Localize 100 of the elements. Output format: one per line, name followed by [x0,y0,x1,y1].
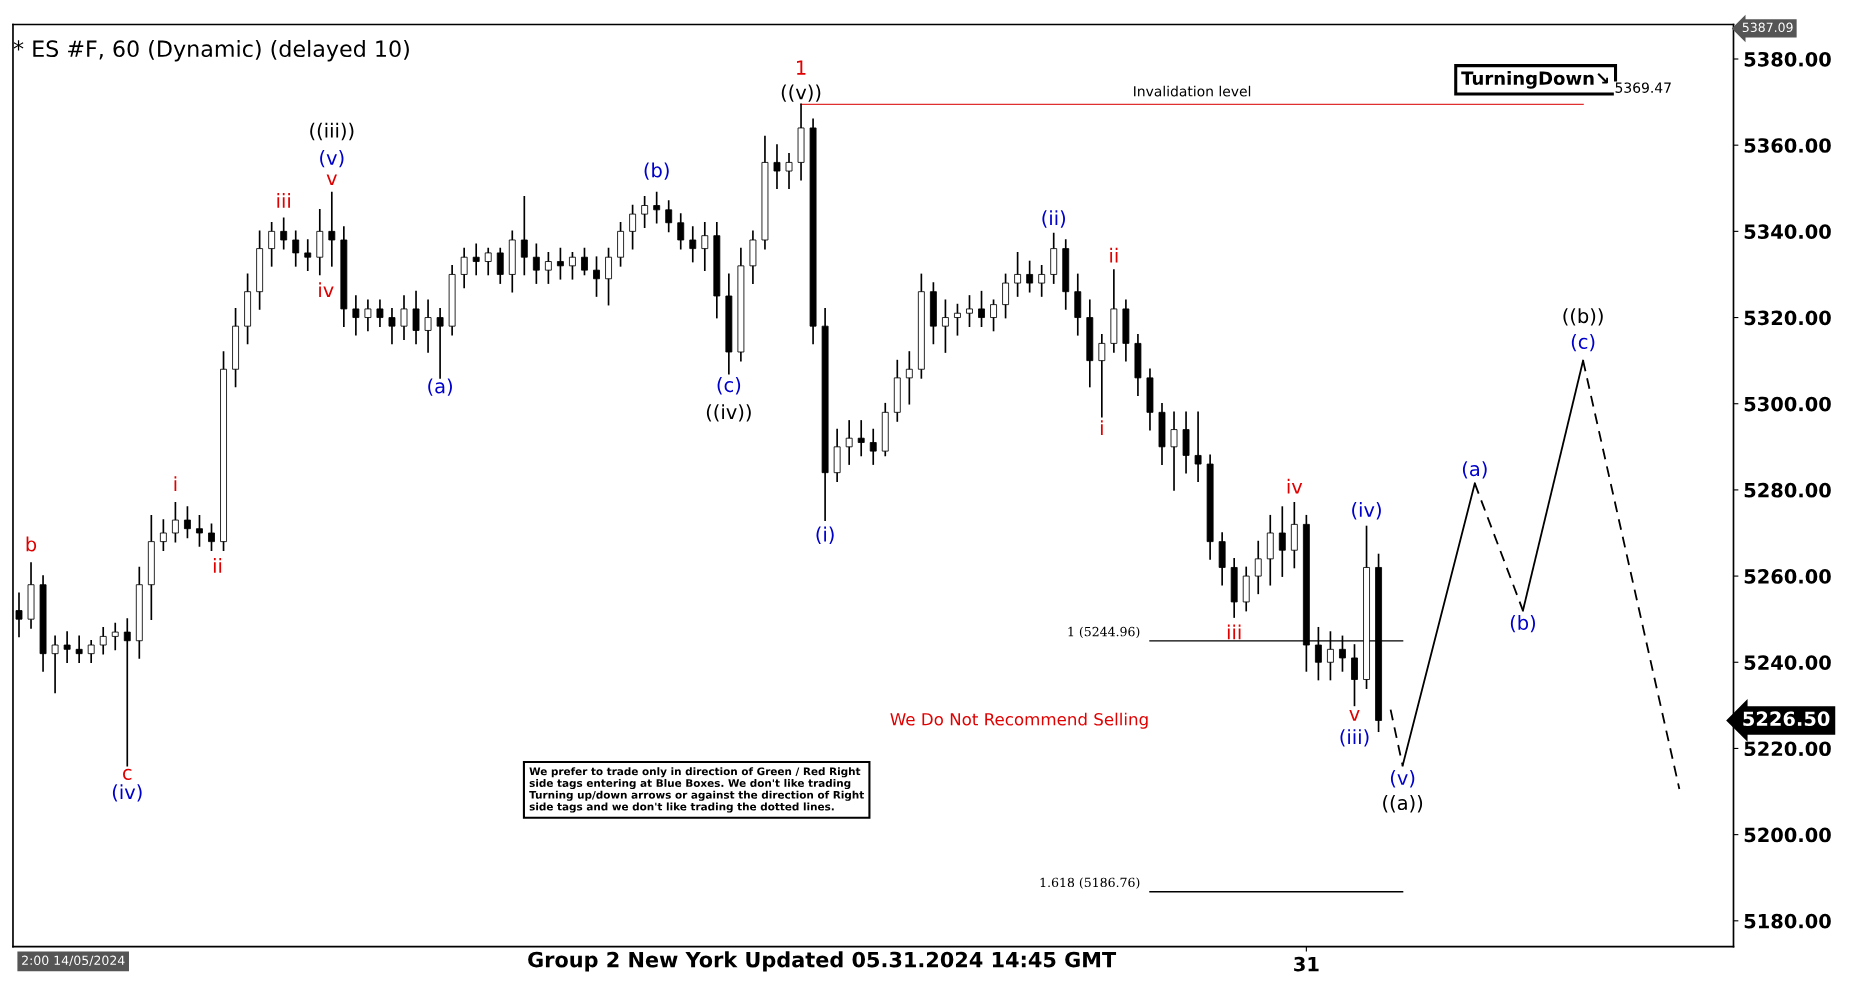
annotation: v [326,174,337,186]
annotation: (a) [428,378,452,396]
candlestick [1098,333,1106,418]
annotation: i [174,476,177,491]
annotation: ((iii)) [310,122,354,141]
annotation: iii [277,193,290,208]
candlestick [1170,411,1178,491]
y-tick-label: 5280.00 [1744,482,1831,498]
annotation: (b) [644,162,669,180]
candlestick [689,226,697,263]
annotation: iii [1227,624,1241,640]
candlestick [845,420,853,465]
annotation: (iv) [1352,502,1381,520]
annotation: ii [1110,247,1118,263]
candlestick [412,290,420,345]
candlestick [942,299,949,353]
annotation: (v) [1390,770,1415,788]
candlestick [328,191,336,267]
candlestick [532,243,540,284]
candlestick [990,299,997,332]
candlestick [1278,506,1286,577]
candlestick [159,519,167,552]
y-tick-label: 5320.00 [1744,310,1831,326]
candlestick [520,196,528,276]
candlestick [1014,252,1022,297]
annotation: We Do Not Recommend Selling [890,712,1148,729]
annotation: b [26,536,37,552]
annotation: v [1349,710,1360,721]
annotation: c [123,768,132,780]
candlestick [208,523,215,552]
candlestick [569,252,576,280]
text: 5226.50 [1743,711,1830,727]
candlestick [556,247,564,280]
annotation: (b) [1510,614,1536,633]
annotation: TurningDown↘ [1461,71,1608,89]
y-tick-label: 5380.00 [1744,51,1831,67]
candlestick [581,247,588,276]
annotation: ((v)) [781,84,821,102]
candlestick [677,213,685,250]
candlestick [472,243,480,276]
candlestick [388,308,396,345]
candlestick [496,247,504,284]
candlestick [171,501,179,543]
candlestick [304,239,312,271]
text: 5387.09 [1742,22,1793,33]
y-tick-label: 5340.00 [1744,224,1831,240]
candlestick [400,295,408,340]
y-tick-label: 5180.00 [1744,913,1831,929]
candlestick [196,514,203,547]
annotation: (v) [320,150,344,168]
candlestick [629,204,637,250]
y-tick-label: 5300.00 [1744,396,1831,412]
candlestick [364,299,372,332]
series-label: Invalidation level [1134,85,1251,97]
candlestick [75,635,83,664]
x-tick-label: 31 [1294,956,1319,972]
candlestick [605,247,612,306]
annotation: iv [319,282,334,298]
y-tick-label: 5200.00 [1744,827,1831,843]
annotation: (i) [816,526,834,544]
series-label: 1.618 (5186.76) [1040,877,1140,889]
candlestick [966,295,973,327]
candlestick [99,626,107,655]
candlestick [773,144,781,190]
annotation: ii [213,558,222,573]
candlestick [869,428,877,465]
candlestick [424,299,432,353]
annotation: iv [1287,478,1303,494]
candlestick [978,290,985,327]
annotation: ((iv)) [706,404,751,422]
candlestick [593,256,600,297]
annotation: 1 [796,60,806,75]
annotation: We prefer to trade only in direction of Green / Red Right side tags entering at Blue Boxes. We don't like trading Turning up/down arrows or against the direction of Right side tags and we don't like trading the dotted lines. [529,767,864,813]
candlestick [665,200,673,233]
y-tick-label: 5260.00 [1744,569,1831,584]
candlestick [954,303,961,336]
series-label: 1 (5244.96) [1068,626,1140,639]
candlestick [51,635,59,694]
annotation: (ii) [1042,210,1066,228]
candlestick [1026,260,1034,293]
annotation: (c) [1571,334,1595,352]
annotation: (a) [1462,461,1487,479]
annotation: ((b)) [1563,308,1603,326]
candlestick [184,506,191,539]
candlestick [87,639,95,664]
candlestick [857,420,865,457]
candlestick [641,196,649,228]
candlestick [1351,644,1358,707]
candlestick [460,247,468,289]
candlestick [905,351,913,405]
candlestick [123,618,131,767]
candlestick [111,622,119,651]
y-tick-label: 5360.00 [1744,138,1831,153]
candlestick [352,295,360,336]
candlestick [785,152,793,190]
candlestick [436,308,444,379]
text: Group 2 New York Updated 05.31.2024 14:45 GMT [528,951,1117,972]
candlestick [701,221,709,271]
candlestick [1194,411,1202,483]
y-tick-label: 5240.00 [1744,655,1831,670]
